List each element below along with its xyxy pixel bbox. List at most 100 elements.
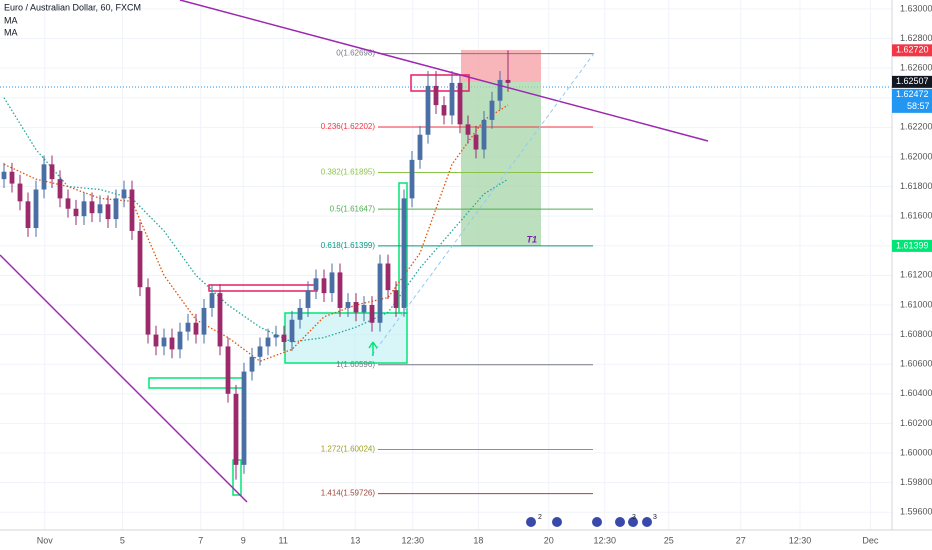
candle-body xyxy=(65,198,71,209)
candle-body xyxy=(9,171,15,184)
price-label: 1.62472 xyxy=(896,89,929,99)
x-tick-label: 13 xyxy=(350,535,360,545)
y-tick-label: 1.61800 xyxy=(900,181,932,191)
x-tick-label: 12:30 xyxy=(594,535,617,545)
fib-label: 0.382(1.61895) xyxy=(321,168,376,177)
x-tick-label: 11 xyxy=(279,535,288,545)
candle-body xyxy=(465,124,471,135)
candle-body xyxy=(177,331,183,350)
event-badge: 3 xyxy=(653,514,657,521)
price-label: 1.61399 xyxy=(896,240,929,250)
candle-body xyxy=(377,263,383,323)
fib-label: 0.236(1.62202) xyxy=(321,122,376,131)
event-icon xyxy=(642,517,652,527)
price-label-bg xyxy=(892,88,932,113)
candle-body xyxy=(17,183,23,202)
fib-label: 0.618(1.61399) xyxy=(321,241,376,250)
chart-title: Euro / Australian Dollar, 60, FXCM xyxy=(4,2,141,12)
fib-group: 0(1.62698) 0.236(1.62202) 0.382(1.61895) 0.… xyxy=(321,49,593,498)
candle-body xyxy=(305,290,311,308)
annotation: T1 xyxy=(526,234,537,244)
y-tick-label: 1.62600 xyxy=(900,62,932,72)
candle-body xyxy=(249,356,255,372)
x-tick-label: 20 xyxy=(544,535,554,545)
candle-body xyxy=(281,334,287,342)
candle-body xyxy=(481,119,487,150)
trendline xyxy=(0,254,248,503)
x-tick-label: Nov xyxy=(37,535,54,545)
y-tick-label: 1.60400 xyxy=(900,388,932,398)
candle-body xyxy=(105,204,111,220)
arrow xyxy=(368,341,378,356)
candle-body xyxy=(257,346,263,357)
candle-body xyxy=(129,189,135,231)
candle-body xyxy=(33,189,39,228)
y-tick-label: 1.62200 xyxy=(900,122,932,132)
candle-body xyxy=(473,134,479,150)
candle-body xyxy=(393,290,399,308)
candles xyxy=(1,50,511,480)
candle-body xyxy=(169,337,175,350)
event-badge: 3 xyxy=(632,514,636,521)
candle-body xyxy=(457,82,463,125)
candle-body xyxy=(1,171,7,180)
stop-zone xyxy=(461,50,541,82)
legend-entry: MA xyxy=(4,15,18,25)
ma-group xyxy=(3,97,509,362)
candle-body xyxy=(417,134,423,160)
candle-body xyxy=(113,198,119,220)
candle-body xyxy=(337,272,343,308)
y-tick-label: 1.60000 xyxy=(900,447,932,457)
candle-body xyxy=(401,198,407,308)
candle-body xyxy=(233,393,239,465)
candle-body xyxy=(369,304,375,323)
x-tick-label: 18 xyxy=(473,535,483,545)
candle-body xyxy=(321,278,327,294)
fib-label: 0(1.62698) xyxy=(336,49,375,58)
y-tick-label: 1.61000 xyxy=(900,299,932,309)
x-tick-label: Dec xyxy=(862,535,879,545)
x-tick-label: 12:30 xyxy=(789,535,812,545)
y-tick-label: 1.63000 xyxy=(900,3,932,13)
legend-entry: MA xyxy=(4,27,18,37)
fib-label: 1.414(1.59726) xyxy=(321,489,376,498)
candle-body xyxy=(345,302,351,308)
x-tick-label: 7 xyxy=(198,535,203,545)
ma-line xyxy=(3,97,509,343)
candle-body xyxy=(137,230,143,288)
x-tick-label: 12:30 xyxy=(402,535,425,545)
y-tick-label: 1.62800 xyxy=(900,33,932,43)
x-tick-label: 27 xyxy=(736,535,746,545)
y-tick-label: 1.60200 xyxy=(900,418,932,428)
event-icon xyxy=(552,517,562,527)
target-zone xyxy=(461,82,541,246)
candle-body xyxy=(153,334,159,347)
candle-body xyxy=(273,334,279,338)
candle-body xyxy=(449,82,455,116)
candle-body xyxy=(385,263,391,291)
price-label-bg xyxy=(892,239,932,252)
candle-body xyxy=(313,278,319,291)
fib-label: 1(1.60596) xyxy=(336,360,375,369)
candle-body xyxy=(497,79,503,101)
candle-body xyxy=(193,322,199,335)
candle-body xyxy=(353,302,359,313)
candle-body xyxy=(209,293,215,308)
event-icon xyxy=(628,517,638,527)
candle-body xyxy=(433,85,439,106)
zone-box xyxy=(284,312,408,364)
candle-body xyxy=(57,179,63,199)
candle-body xyxy=(217,293,223,347)
candle-body xyxy=(425,85,431,135)
price-label-bg xyxy=(892,44,932,57)
price-label: 1.62720 xyxy=(896,45,929,55)
price-label: 1.62507 xyxy=(896,76,929,86)
candle-body xyxy=(185,322,191,332)
candle-body xyxy=(265,337,271,347)
candle-body xyxy=(505,79,511,83)
candle-body xyxy=(81,201,87,217)
event-icon xyxy=(592,517,602,527)
candle-body xyxy=(297,307,303,320)
